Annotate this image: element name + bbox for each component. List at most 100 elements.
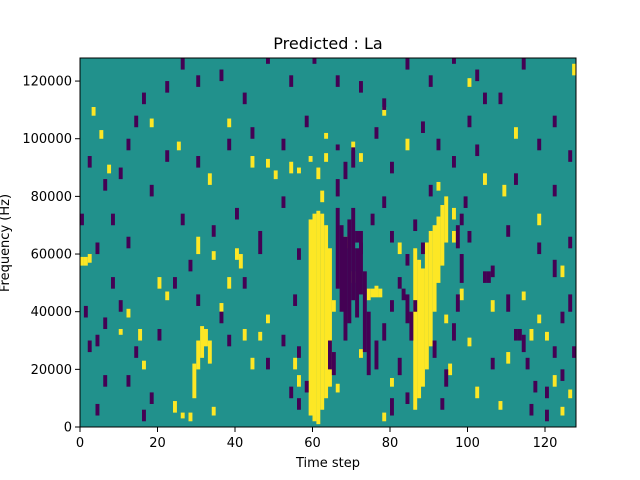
heatmap-cell-low	[304, 115, 309, 128]
heatmap-cell-high	[506, 352, 511, 364]
heatmap-cell-low	[297, 248, 301, 260]
heatmap-cell-low	[483, 271, 487, 283]
heatmap-cell-high	[173, 401, 177, 413]
x-tick-label: 80	[382, 436, 399, 451]
heatmap-cell-high	[545, 331, 549, 341]
heatmap-cell-low	[521, 334, 526, 353]
heatmap-cell-low	[188, 259, 193, 272]
heatmap-cell-high	[444, 314, 449, 324]
heatmap-cell-high	[165, 291, 170, 301]
heatmap-cell-low	[227, 334, 232, 347]
x-tick-label: 100	[455, 436, 480, 451]
heatmap-cell-high	[142, 360, 146, 370]
heatmap-cell-high	[200, 326, 205, 358]
heatmap-cell-low	[118, 167, 123, 180]
heatmap-cell-high	[192, 363, 197, 399]
chart-title: Predicted : La	[273, 34, 382, 53]
heatmap-cell-low	[173, 277, 177, 289]
heatmap-cell-low	[149, 392, 154, 404]
heatmap-cell-low	[351, 147, 356, 168]
heatmap-cell-high	[467, 78, 472, 87]
heatmap-cell-high	[382, 107, 387, 116]
heatmap-cell-low	[359, 242, 363, 255]
heatmap-cell-high	[250, 156, 255, 168]
heatmap-cell-high	[266, 158, 270, 168]
heatmap-cell-high	[490, 300, 495, 312]
heatmap-cell-low	[432, 340, 437, 358]
heatmap-cell-high	[521, 291, 526, 301]
heatmap-cell-low	[142, 409, 146, 422]
heatmap-cell-low	[459, 213, 464, 226]
heatmap-cell-high	[483, 173, 487, 185]
heatmap-cell-low	[568, 236, 573, 249]
heatmap-cell-low	[134, 346, 139, 358]
heatmap-cell-high	[126, 308, 131, 318]
x-axis: 0 20 40 60 80 100 120	[76, 427, 557, 451]
heatmap-cell-low	[149, 184, 154, 197]
heatmap-cell-high	[297, 375, 301, 387]
heatmap-cell-low	[428, 75, 433, 87]
heatmap-cell-high	[138, 328, 143, 341]
heatmap-cell-high	[149, 118, 154, 128]
heatmap-cell-high	[440, 205, 445, 266]
heatmap-cell-high	[324, 132, 329, 139]
heatmap-cell-low	[180, 213, 185, 226]
heatmap-cell-high	[80, 256, 84, 266]
heatmap-cell-low	[111, 213, 115, 226]
heatmap-cell-low	[258, 230, 263, 243]
heatmap-cell-low	[196, 156, 201, 168]
heatmap-cell-high	[370, 288, 375, 298]
heatmap-cell-high	[405, 138, 410, 151]
y-axis-label: Frequency (Hz)	[0, 194, 13, 292]
heatmap-cell-low	[157, 328, 162, 341]
heatmap-cell-high	[459, 288, 464, 301]
heatmap-cell-low	[533, 380, 538, 393]
heatmap-cell-low	[165, 150, 170, 162]
heatmap-cell-high	[467, 337, 472, 347]
heatmap-cell-low	[266, 58, 270, 64]
heatmap-cell-low	[219, 69, 224, 82]
heatmap-cell-low	[297, 346, 301, 358]
heatmap-cell-low	[560, 369, 565, 381]
heatmap-cell-low	[281, 196, 286, 208]
heatmap-cell-high	[211, 406, 216, 416]
heatmap-cell-low	[390, 161, 394, 174]
heatmap-cell-high	[118, 328, 123, 335]
heatmap-cell-low	[506, 294, 511, 312]
heatmap-cell-low	[126, 138, 131, 151]
heatmap-cell-high	[207, 173, 212, 185]
heatmap-cell-high	[428, 230, 433, 347]
heatmap-cell-low	[409, 311, 414, 341]
heatmap-cell-high	[572, 63, 577, 76]
heatmap-cell-low	[475, 144, 480, 157]
heatmap-cell-high	[529, 328, 534, 341]
heatmap-cell-low	[455, 225, 460, 249]
heatmap-cell-low	[347, 219, 352, 324]
heatmap-cell-high	[331, 300, 336, 312]
heatmap-cell-low	[452, 156, 456, 168]
heatmap-cell-low	[339, 225, 344, 312]
heatmap-cell-low	[95, 403, 100, 416]
heatmap-cell-low	[343, 236, 348, 341]
x-tick-label: 60	[304, 436, 321, 451]
heatmap-cell-low	[483, 92, 487, 105]
y-tick-label: 80000	[31, 190, 72, 205]
heatmap-cell-low	[219, 311, 224, 324]
heatmap-cell-high	[537, 314, 542, 324]
plot-frame	[79, 57, 577, 428]
heatmap-cell-high	[452, 230, 456, 243]
heatmap-cell-low	[421, 242, 425, 255]
heatmap-cell-low	[521, 58, 526, 70]
heatmap-cell-low	[467, 115, 472, 128]
heatmap-cell-low	[235, 207, 239, 220]
heatmap-cell-low	[250, 127, 255, 139]
heatmap-cell-low	[83, 305, 88, 318]
heatmap-cell-low	[304, 380, 309, 393]
y-tick-label: 0	[64, 421, 72, 436]
heatmap-cell-high	[83, 256, 88, 266]
heatmap-cell-low	[552, 346, 557, 358]
heatmap-cell-high	[196, 340, 201, 370]
heatmap-cell-low	[111, 277, 115, 289]
heatmap-cell-low	[142, 92, 146, 105]
heatmap-cell-low	[405, 392, 410, 404]
